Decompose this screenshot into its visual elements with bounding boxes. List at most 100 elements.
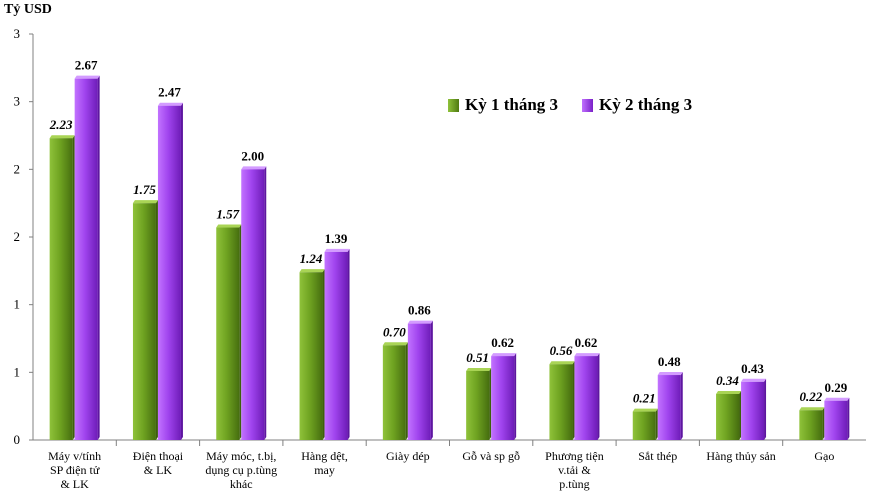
bar-series-1	[549, 364, 573, 440]
data-label: 0.43	[741, 361, 764, 376]
bar-series-2	[324, 251, 348, 440]
data-label: 0.62	[575, 335, 598, 350]
bar-top	[716, 390, 742, 394]
bar-side	[597, 353, 600, 440]
bar-top	[132, 200, 158, 204]
bar-side	[155, 200, 158, 440]
bar-top	[741, 378, 767, 382]
bar-series-2	[824, 400, 848, 440]
bar-series-1	[49, 138, 73, 440]
y-tick-label: 1	[14, 364, 21, 379]
bar-top	[49, 135, 75, 139]
bar-side	[347, 248, 350, 440]
bar-side	[572, 361, 575, 440]
x-tick-label: Sắt thép	[638, 449, 677, 463]
x-tick-label-line: Gỗ và sp gỗ	[462, 449, 520, 463]
data-label: 2.00	[241, 148, 264, 163]
y-tick-label: 2	[14, 161, 21, 176]
x-tick-label: Điện thoại & LK	[133, 449, 184, 477]
bar-top	[74, 75, 100, 79]
x-tick-label: Giày dép	[386, 449, 430, 463]
data-label: 0.34	[716, 373, 739, 388]
x-tick-label-line: & LK	[60, 477, 89, 491]
bar-series-1	[466, 370, 490, 440]
bar-side	[655, 408, 658, 440]
legend-item-series-2: Kỳ 2 tháng 3	[582, 95, 692, 115]
x-tick-label: Hàng thủy sản	[706, 449, 775, 463]
bar-side	[405, 342, 408, 440]
x-tick-label: Hàng dệt, may	[301, 449, 348, 477]
bar-side	[680, 372, 683, 440]
legend-swatch-series-2	[582, 98, 594, 112]
bar-side	[739, 390, 742, 440]
y-tick-label: 3	[14, 94, 21, 109]
x-tick-label-line: Gạo	[814, 449, 834, 463]
bar-top	[491, 353, 517, 357]
bar-side	[72, 135, 75, 440]
x-tick-label-line: Hàng thủy sản	[706, 449, 775, 463]
data-label: 0.62	[491, 335, 514, 350]
bar-top	[241, 166, 267, 170]
data-label: 0.56	[550, 343, 573, 358]
bar-series-1	[216, 227, 240, 440]
data-label: 1.75	[133, 182, 156, 197]
bar-side	[239, 224, 242, 440]
data-label: 0.22	[799, 389, 822, 404]
bar-series-2	[407, 323, 431, 440]
bar-series-2	[241, 169, 265, 441]
data-label: 0.86	[408, 303, 431, 318]
x-tick-label-line: khác	[230, 477, 253, 491]
x-tick-label-line: Máy móc, t.bị,	[206, 449, 276, 463]
y-tick-label: 2	[14, 229, 21, 244]
bar-top	[324, 248, 350, 252]
data-label: 0.21	[633, 391, 656, 406]
x-tick-label: Gạo	[814, 449, 834, 463]
y-tick-label: 0	[14, 432, 21, 447]
bar-series-1	[382, 345, 406, 440]
x-tick-label-line: Hàng dệt,	[301, 449, 348, 463]
bar-series-2	[657, 375, 681, 440]
x-tick-label-line: Giày dép	[386, 449, 430, 463]
x-tick-label-line: dụng cụ p.tùng	[205, 463, 277, 477]
bar-side	[489, 367, 492, 440]
bar-side	[514, 353, 517, 440]
x-tick-label-line: Phương tiện	[545, 449, 604, 463]
bar-top	[574, 353, 600, 357]
legend-label-series-2: Kỳ 2 tháng 3	[599, 95, 693, 114]
data-label: 0.48	[658, 354, 681, 369]
bar-series-2	[574, 356, 598, 440]
x-tick-label-line: p.tùng	[559, 477, 589, 491]
y-tick-label: 1	[14, 297, 21, 312]
bar-series-2	[74, 78, 98, 440]
bar-top	[657, 372, 683, 376]
data-label: 2.67	[75, 58, 98, 73]
bar-side	[822, 407, 825, 440]
data-label: 1.57	[216, 207, 239, 222]
bar-series-1	[132, 203, 156, 440]
legend: Kỳ 1 tháng 3 Kỳ 2 tháng 3	[448, 95, 692, 115]
data-label: 0.51	[466, 350, 489, 365]
bar-side	[180, 102, 183, 440]
bar-series-1	[632, 411, 656, 440]
legend-label-series-1: Kỳ 1 tháng 3	[465, 95, 559, 114]
data-label: 2.23	[49, 117, 73, 132]
x-tick-label-line: v.tải &	[558, 463, 591, 477]
bar-top	[157, 102, 183, 106]
bar-top	[299, 269, 325, 273]
data-label: 2.47	[158, 85, 181, 100]
bar-side	[764, 378, 767, 440]
bar-series-2	[157, 105, 181, 440]
bar-series-1	[799, 410, 823, 440]
bar-series-2	[491, 356, 515, 440]
y-tick-label: 3	[14, 26, 21, 41]
y-axis-title: Tỷ USD	[4, 2, 52, 17]
data-label: 1.39	[325, 231, 348, 246]
x-tick-label: Máy v/tính SP điện tử & LK	[48, 449, 101, 491]
x-tick-label-line: Máy v/tính	[48, 449, 101, 463]
bar-top	[216, 224, 242, 228]
legend-swatch-series-1	[448, 98, 459, 112]
bar-top	[466, 367, 492, 371]
x-tick-label: Gỗ và sp gỗ	[462, 449, 520, 463]
x-tick-label-line: & LK	[144, 463, 173, 477]
